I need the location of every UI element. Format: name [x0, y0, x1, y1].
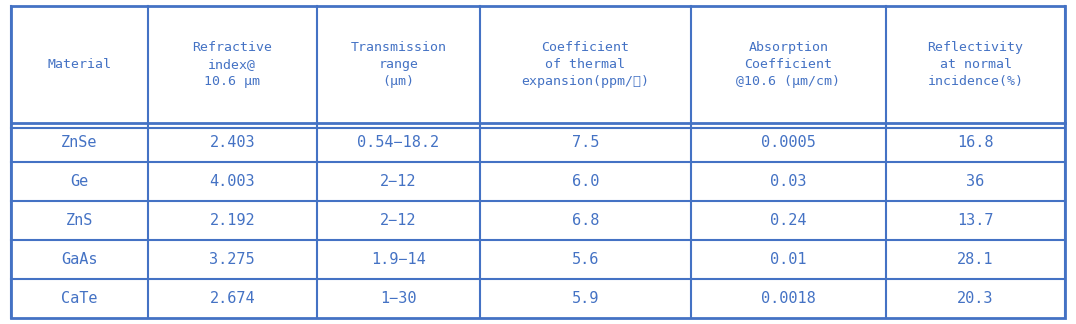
Text: 5.6: 5.6 [571, 252, 599, 267]
Text: 16.8: 16.8 [958, 135, 994, 150]
Text: 6.0: 6.0 [571, 174, 599, 189]
Text: GaAs: GaAs [61, 252, 98, 267]
Text: 0.01: 0.01 [770, 252, 807, 267]
Text: Absorption
Coefficient
@10.6 (μm/cm): Absorption Coefficient @10.6 (μm/cm) [736, 41, 840, 88]
Text: Reflectivity
at normal
incidence(%): Reflectivity at normal incidence(%) [928, 41, 1023, 88]
Text: 13.7: 13.7 [958, 213, 994, 228]
Text: 0.24: 0.24 [770, 213, 807, 228]
Text: Transmission
range
(μm): Transmission range (μm) [351, 41, 447, 88]
Text: 4.003: 4.003 [210, 174, 255, 189]
Text: 0.03: 0.03 [770, 174, 807, 189]
Text: Ge: Ge [70, 174, 88, 189]
Text: 1.9−14: 1.9−14 [371, 252, 426, 267]
Text: 0.0018: 0.0018 [761, 291, 816, 306]
Text: 0.0005: 0.0005 [761, 135, 816, 150]
Text: 36: 36 [966, 174, 985, 189]
Text: 5.9: 5.9 [571, 291, 599, 306]
Text: 0.54−18.2: 0.54−18.2 [357, 135, 439, 150]
Text: ZnS: ZnS [66, 213, 93, 228]
Text: CaTe: CaTe [61, 291, 98, 306]
Text: 2.403: 2.403 [210, 135, 255, 150]
Text: 2.192: 2.192 [210, 213, 255, 228]
Text: Refractive
index@
10.6 μm: Refractive index@ 10.6 μm [193, 41, 272, 88]
Text: 6.8: 6.8 [571, 213, 599, 228]
Text: 3.275: 3.275 [210, 252, 255, 267]
Text: Material: Material [47, 58, 111, 71]
Text: 1−30: 1−30 [380, 291, 416, 306]
Text: Coefficient
of thermal
expansion(ppm/℃): Coefficient of thermal expansion(ppm/℃) [522, 41, 650, 88]
Text: 7.5: 7.5 [571, 135, 599, 150]
Text: 20.3: 20.3 [958, 291, 994, 306]
Text: 2−12: 2−12 [380, 174, 416, 189]
Text: 2.674: 2.674 [210, 291, 255, 306]
Text: 2−12: 2−12 [380, 213, 416, 228]
Text: 28.1: 28.1 [958, 252, 994, 267]
Text: ZnSe: ZnSe [61, 135, 98, 150]
